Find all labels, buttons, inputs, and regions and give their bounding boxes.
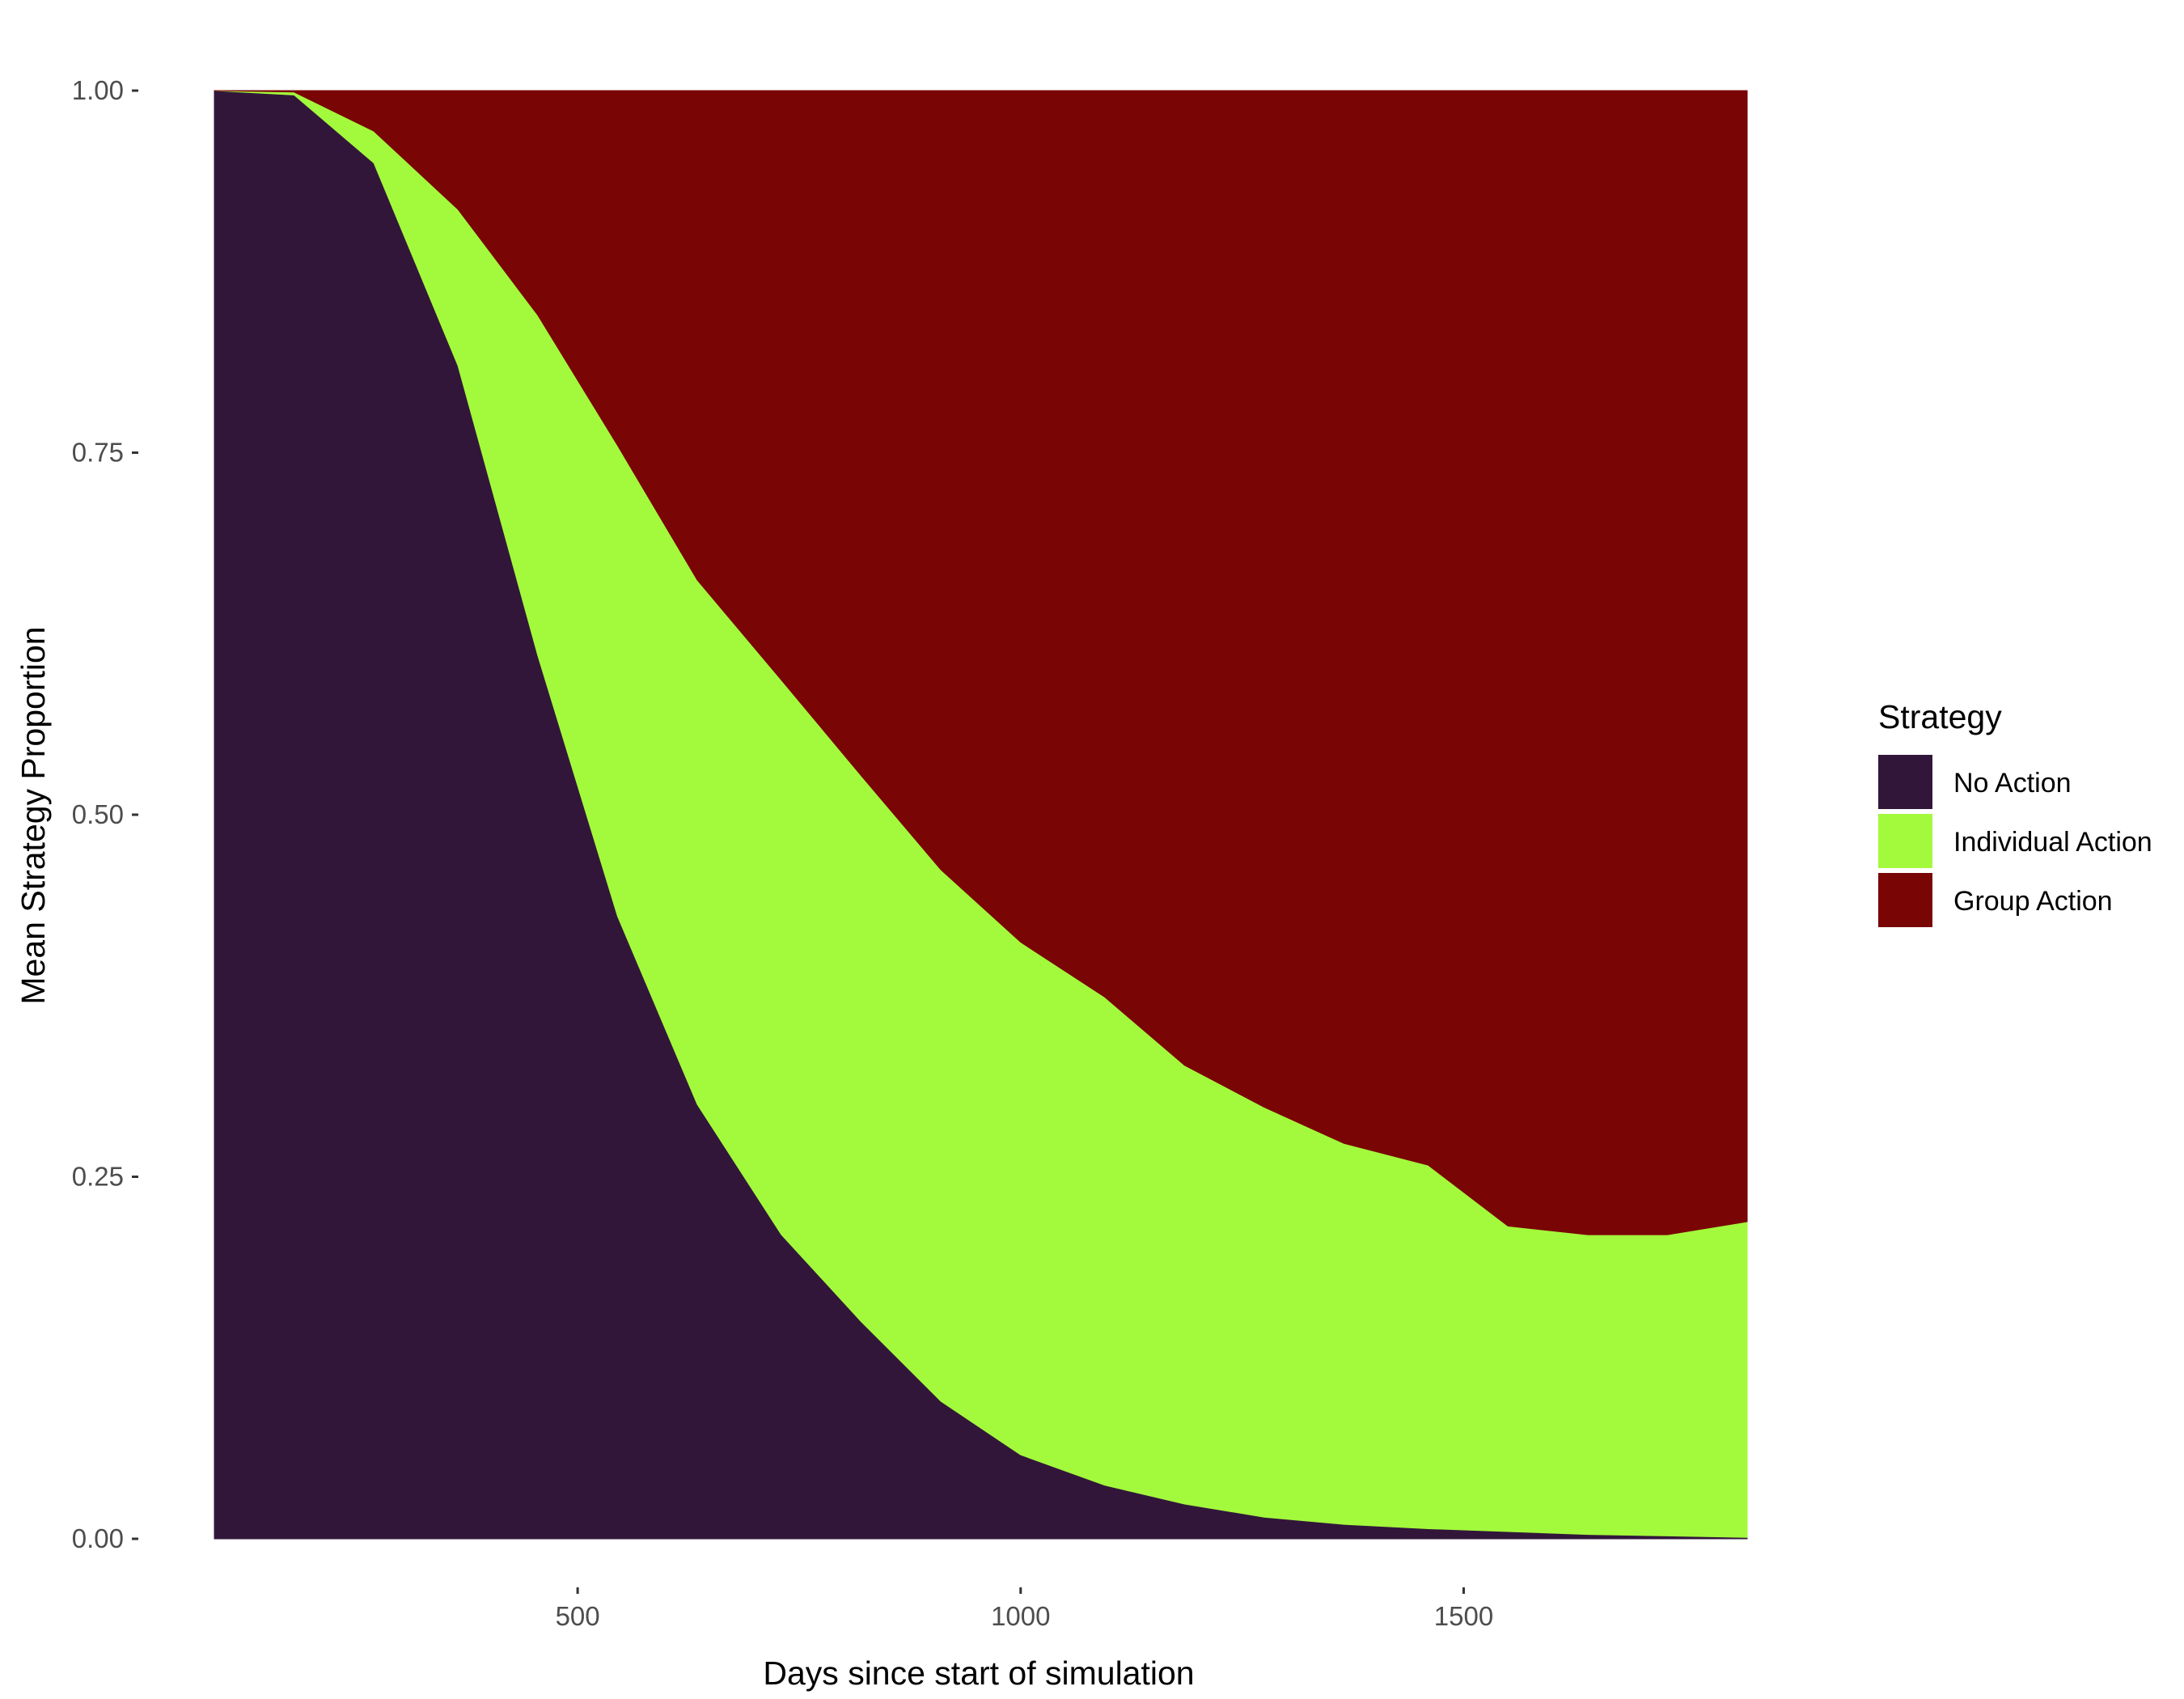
legend-label-individual-action: Individual Action [1953,827,2152,858]
chart-areas [214,90,1748,1540]
y-axis: 0.00 0.25 0.50 0.75 1.00 [72,75,138,1553]
x-tick-label: 1500 [1434,1601,1493,1631]
y-tick-label: 1.00 [72,75,124,105]
legend-label-no-action: No Action [1953,768,2072,799]
x-axis-title: Days since start of simulation [763,1655,1194,1692]
legend: Strategy No Action Individual Action Group… [1878,698,2152,927]
legend-title: Strategy [1878,698,2002,735]
y-tick-label: 0.25 [72,1162,124,1192]
legend-label-group-action: Group Action [1953,886,2113,917]
legend-key-group-action [1878,873,1932,927]
y-tick-label: 0.00 [72,1523,124,1553]
legend-key-individual-action [1878,814,1932,868]
area-group-action [214,90,1748,1235]
y-axis-title: Mean Strategy Proportion [15,626,52,1004]
y-tick-label: 0.50 [72,799,124,829]
x-tick-label: 1000 [991,1601,1050,1631]
x-tick-label: 500 [556,1601,600,1631]
x-axis: 500 1000 1500 [556,1587,1493,1631]
legend-key-no-action [1878,755,1932,809]
y-tick-label: 0.75 [72,438,124,468]
